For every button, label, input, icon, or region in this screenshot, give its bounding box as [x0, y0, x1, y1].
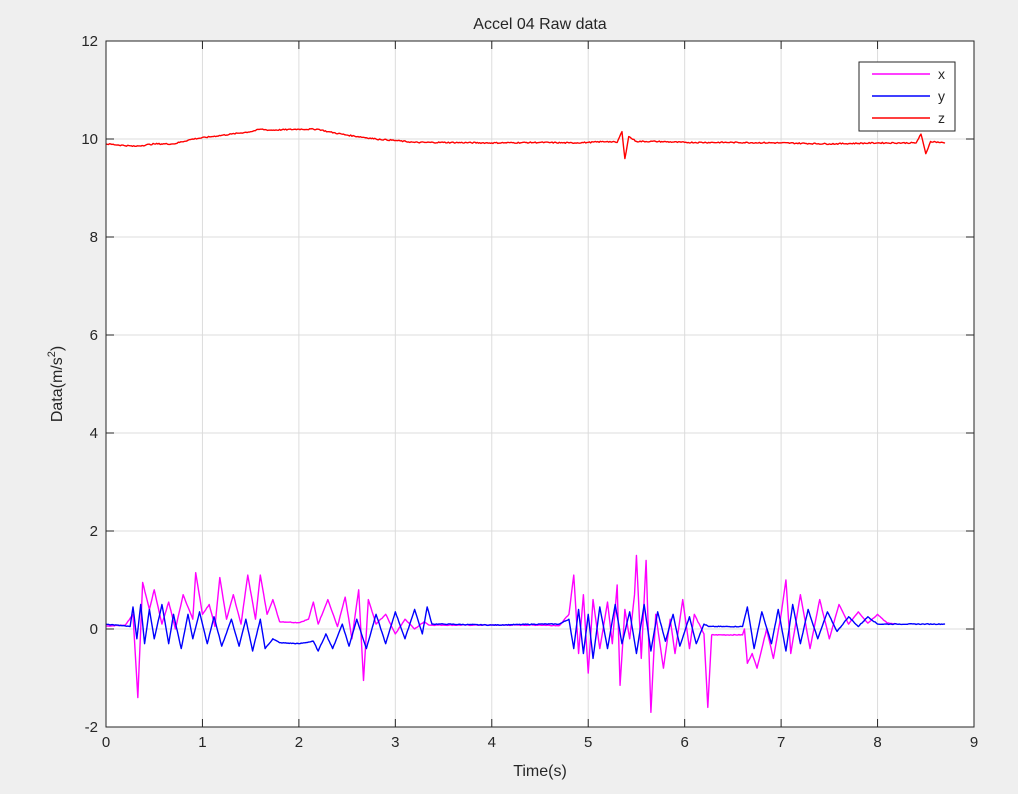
x-tick-label: 4: [488, 734, 496, 751]
series-line-y: [105, 603, 946, 660]
legend-label-z: z: [938, 110, 945, 126]
y-axis-label-text: Data(m/s: [49, 357, 66, 422]
y-tick-label: 2: [90, 523, 98, 540]
x-tick-label: 5: [584, 734, 592, 751]
y-tick-label: -2: [85, 719, 98, 736]
y-axis-label: Data(m/s2): [46, 346, 66, 422]
y-tick-label: 4: [90, 425, 98, 442]
x-axis-label: Time(s): [513, 763, 567, 780]
series-layer: [105, 127, 946, 713]
x-tick-label: 2: [295, 734, 303, 751]
x-tick-label: 8: [873, 734, 881, 751]
x-tick-label: 3: [391, 734, 399, 751]
x-tick-label: 7: [777, 734, 785, 751]
axes-box: [105, 40, 975, 728]
x-tick-label: 6: [680, 734, 688, 751]
series-line-z: [105, 127, 946, 160]
chart-title: Accel 04 Raw data: [473, 16, 607, 33]
y-tick-label: 12: [81, 33, 98, 50]
y-tick-label: 6: [90, 327, 98, 344]
y-axis-label-suffix: ): [49, 346, 66, 351]
x-tick-label: 9: [970, 734, 978, 751]
y-tick-label: 10: [81, 131, 98, 148]
x-tick-label: 0: [102, 734, 110, 751]
legend: xyz: [858, 61, 956, 132]
y-axis-label-superscript: 2: [46, 351, 58, 357]
y-tick-label: 0: [90, 621, 98, 638]
plot-area: [106, 41, 974, 727]
legend-label-x: x: [938, 66, 945, 82]
legend-label-y: y: [938, 88, 945, 104]
x-tick-label: 1: [198, 734, 206, 751]
y-tick-label: 8: [90, 229, 98, 246]
